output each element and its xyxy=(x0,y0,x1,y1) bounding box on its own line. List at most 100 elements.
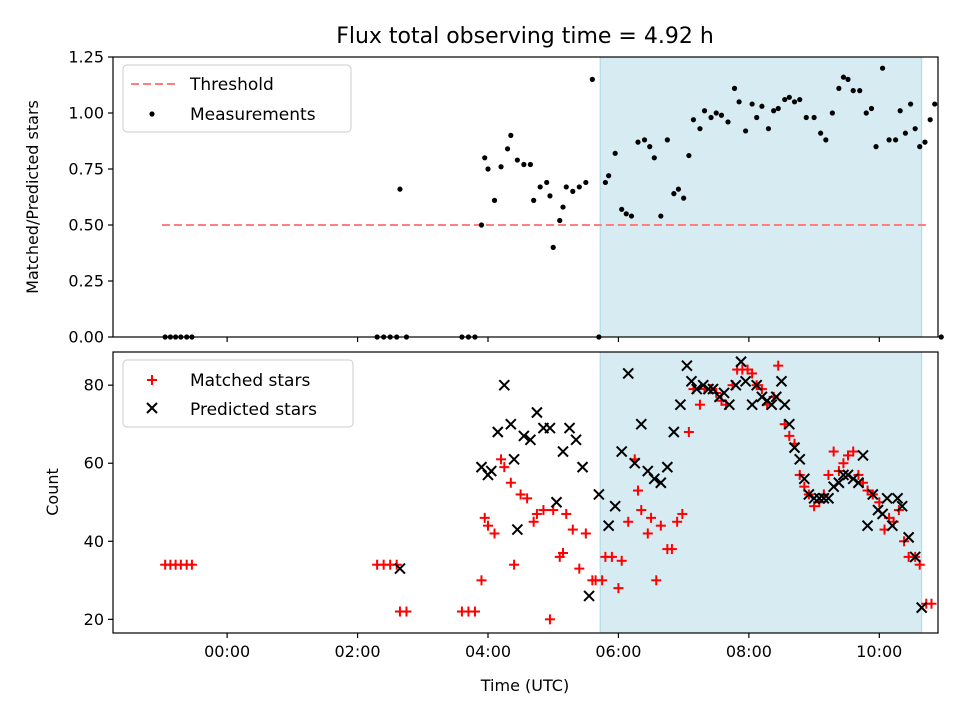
matched-star-point xyxy=(613,583,624,594)
x-tick-label: 04:00 xyxy=(465,642,511,661)
predicted-star-point xyxy=(902,531,915,544)
measurement-point xyxy=(829,110,835,116)
predicted-star-point xyxy=(570,434,582,446)
measurement-point xyxy=(675,186,682,192)
x-tick-label: 00:00 xyxy=(204,642,250,661)
measurement-point xyxy=(557,217,563,224)
measurement-point xyxy=(570,188,576,194)
measurement-point xyxy=(606,173,612,179)
matched-star-point xyxy=(838,458,849,469)
measurement-point xyxy=(397,186,403,192)
matched-star-point xyxy=(496,454,507,465)
matched-star-point xyxy=(823,469,834,480)
predicted-star-point xyxy=(668,426,680,438)
predicted-star-point xyxy=(896,500,908,512)
predicted-star-point xyxy=(615,445,628,458)
measurement-point xyxy=(886,137,892,143)
matched-star-point xyxy=(672,516,683,527)
predicted-star-point xyxy=(648,473,661,485)
measurement-point xyxy=(927,117,933,123)
matched-star-point xyxy=(528,516,539,527)
predicted-star-point xyxy=(557,445,569,458)
count-y-tick-label: 40 xyxy=(84,532,104,551)
matched-star-point xyxy=(509,559,520,570)
measurement-point xyxy=(504,146,511,152)
predicted-star-point xyxy=(775,375,788,387)
predicted-star-point xyxy=(861,519,874,532)
predicted-star-point xyxy=(808,492,820,505)
measurement-point xyxy=(902,130,908,136)
predicted-star-point xyxy=(674,398,687,411)
matched-star-point xyxy=(401,606,412,617)
measurement-point xyxy=(850,88,856,94)
matched-star-point xyxy=(747,368,758,379)
measurement-point xyxy=(521,161,527,168)
matched-star-point xyxy=(544,614,555,625)
predicted-star-point xyxy=(550,496,563,508)
measurement-point xyxy=(658,213,664,219)
measurement-point xyxy=(641,137,648,143)
x-tick-label: 02:00 xyxy=(335,642,381,661)
measurement-point xyxy=(823,137,829,143)
predicted-star-point xyxy=(833,477,845,489)
predicted-star-point xyxy=(622,367,634,380)
x-tick-label: 10:00 xyxy=(856,642,902,661)
measurement-point xyxy=(701,108,708,114)
matched-star-point xyxy=(828,446,839,457)
x-tick-label: 08:00 xyxy=(726,642,772,661)
measurement-point xyxy=(731,85,738,91)
measurement-point xyxy=(893,137,899,143)
matched-star-point xyxy=(538,505,549,516)
predicted-star-point xyxy=(690,383,703,395)
ratio-observing-span xyxy=(599,56,923,338)
matched-star-point xyxy=(483,520,493,531)
matched-star-point xyxy=(574,563,585,574)
ratio-panel: 0.00 0.25 0.50 0.75 1.00 1.25 Matched/Predict… xyxy=(23,48,944,347)
measurement-point xyxy=(818,130,824,136)
predicted-star-point xyxy=(813,492,826,505)
predicted-star-point xyxy=(857,449,869,462)
measurement-point xyxy=(514,157,520,163)
matched-star-point xyxy=(694,399,705,410)
predicted-star-point xyxy=(891,492,904,505)
predicted-star-point xyxy=(576,461,589,473)
predicted-star-point xyxy=(505,418,517,430)
count-y-axis-label: Count xyxy=(43,468,62,516)
predicted-star-point xyxy=(909,551,921,563)
ratio-y-tick-label: 0.25 xyxy=(68,272,104,291)
predicted-star-point xyxy=(492,426,504,438)
legend-predicted-label: Predicted stars xyxy=(190,400,317,420)
measurement-point xyxy=(560,204,566,210)
ratio-y-tick-label: 1.25 xyxy=(68,48,104,67)
matched-star-point xyxy=(677,508,688,519)
matched-star-point xyxy=(636,505,647,516)
matched-star-point xyxy=(773,360,784,371)
measurement-point xyxy=(647,144,653,150)
predicted-star-point xyxy=(593,488,605,501)
count-panel: 20 40 60 80 00:00 02:00 04:00 06:00 08:00 10:00 C… xyxy=(43,351,939,695)
measurement-point xyxy=(563,184,569,190)
measurement-point xyxy=(775,105,781,112)
predicted-star-point xyxy=(765,398,778,411)
measurement-point xyxy=(671,191,677,197)
predicted-star-point xyxy=(485,465,497,477)
predicted-star-point xyxy=(876,508,889,520)
measurement-point xyxy=(697,126,703,132)
measurement-point xyxy=(681,195,687,201)
legend-matched-marker xyxy=(147,375,157,385)
matched-star-point xyxy=(606,551,617,562)
measurement-point xyxy=(686,152,692,159)
predicted-star-point xyxy=(544,422,556,434)
measurement-point xyxy=(782,96,788,103)
matched-star-point xyxy=(561,508,572,519)
matched-star-point xyxy=(655,520,666,531)
measurement-point xyxy=(797,96,803,103)
matched-star-point xyxy=(558,547,568,558)
predicted-star-point xyxy=(723,398,736,411)
predicted-star-point xyxy=(609,500,621,512)
matched-star-point xyxy=(683,427,694,438)
matched-star-point xyxy=(926,598,937,609)
measurement-point xyxy=(635,139,641,145)
predicted-star-point xyxy=(394,562,406,575)
measurement-point xyxy=(803,114,809,121)
